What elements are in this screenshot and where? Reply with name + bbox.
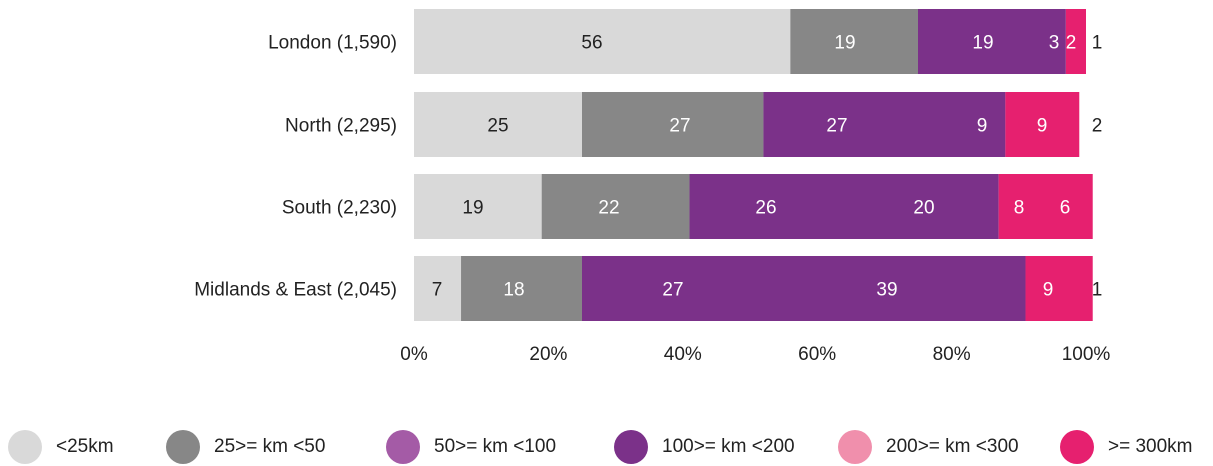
chart-legend: <25km 25>= km <50 50>= km <100 100>= km …	[8, 430, 1213, 464]
bar-segment	[461, 256, 582, 321]
legend-swatch	[1060, 430, 1094, 464]
data-label: 27	[669, 116, 690, 137]
legend-label: 100>= km <200	[662, 436, 795, 457]
bar-segment	[414, 256, 462, 321]
legend-swatch	[838, 430, 872, 464]
data-label: 2	[1066, 33, 1077, 54]
x-tick-label: 20%	[529, 344, 567, 365]
bar-segment	[582, 92, 764, 157]
data-label: 56	[581, 33, 602, 54]
data-label: 8	[1014, 198, 1025, 219]
bar-segment	[689, 174, 999, 239]
data-label: 7	[432, 280, 443, 301]
legend-label: 50>= km <100	[434, 436, 557, 457]
legend-swatch	[8, 430, 42, 464]
bar-segment	[1025, 256, 1093, 321]
bar-segment	[1065, 9, 1086, 74]
data-label: 27	[662, 280, 683, 301]
data-label: 6	[1060, 198, 1071, 219]
x-tick-label: 0%	[400, 344, 428, 365]
bar-segment	[414, 92, 582, 157]
category-label: South (2,230)	[282, 198, 397, 219]
legend-item: 50>= km <100	[386, 430, 614, 464]
legend-item: >= 300km	[1060, 430, 1193, 464]
data-label: 2	[1092, 116, 1103, 137]
legend-label: 200>= km <300	[886, 436, 1019, 457]
legend-label: <25km	[56, 436, 114, 457]
bar-segment	[541, 174, 690, 239]
data-label: 20	[913, 198, 934, 219]
legend-swatch	[166, 430, 200, 464]
legend-swatch	[386, 430, 420, 464]
data-label: 19	[972, 33, 993, 54]
data-label: 9	[1037, 116, 1048, 137]
bar-segment	[998, 174, 1093, 239]
legend-label: >= 300km	[1108, 436, 1193, 457]
legend-item: 100>= km <200	[614, 430, 838, 464]
data-label: 1	[1092, 280, 1103, 301]
bar-segment	[763, 92, 1006, 157]
data-label: 18	[503, 280, 524, 301]
bar-segment	[790, 9, 918, 74]
data-label: 9	[1043, 280, 1054, 301]
data-label: 25	[487, 116, 508, 137]
legend-swatch	[614, 430, 648, 464]
bar-segment	[582, 256, 1026, 321]
data-label: 3	[1049, 33, 1060, 54]
legend-item: 200>= km <300	[838, 430, 1060, 464]
category-label: Midlands & East (2,045)	[194, 280, 397, 301]
legend-item: <25km	[8, 430, 166, 464]
legend-label: 25>= km <50	[214, 436, 326, 457]
data-label: 19	[462, 198, 483, 219]
data-label: 39	[876, 280, 897, 301]
stacked-bar-chart: London (1,590) North (2,295) South (2,230)…	[194, 9, 1111, 365]
x-tick-label: 60%	[798, 344, 836, 365]
data-label: 27	[826, 116, 847, 137]
x-tick-label: 40%	[664, 344, 702, 365]
bar-segment	[414, 9, 791, 74]
legend-item: 25>= km <50	[166, 430, 386, 464]
bar-segment	[918, 9, 1066, 74]
category-label: London (1,590)	[268, 33, 397, 54]
data-label: 19	[834, 33, 855, 54]
data-label: 26	[755, 198, 776, 219]
bar-segment	[1005, 92, 1080, 157]
x-tick-label: 100%	[1062, 344, 1111, 365]
data-label: 22	[598, 198, 619, 219]
category-label: North (2,295)	[285, 116, 397, 137]
bar-segment	[414, 174, 542, 239]
data-label: 9	[977, 116, 988, 137]
x-tick-label: 80%	[933, 344, 971, 365]
data-label: 1	[1092, 33, 1103, 54]
